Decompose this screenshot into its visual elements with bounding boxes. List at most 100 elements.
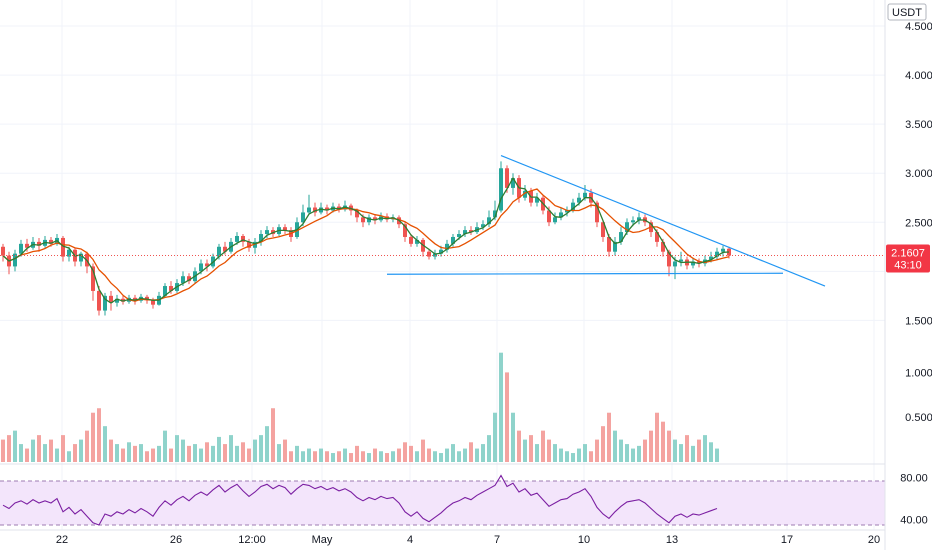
volume-bar [163,430,167,462]
candle-body [691,261,695,266]
volume-bar [505,372,509,462]
candle-body [367,217,371,223]
volume-bar [649,430,653,462]
volume-bar [253,439,257,462]
volume-bar [349,453,353,462]
candle-body [283,227,287,231]
volume-bar [529,435,533,462]
time-axis[interactable]: 22 26 12:00 May 4 7 10 13 17 20 [56,534,880,546]
price-tick-label: 4.5000 [905,21,932,33]
volume-bar [1,439,5,462]
candle-body [601,222,605,237]
price-badge-value: 2.1607 [891,248,925,260]
time-tick-label: May [312,534,333,546]
rsi-level-lines [0,480,885,526]
volume-bar [295,445,299,462]
volume-bar [571,453,575,462]
volume-bar [259,435,263,462]
time-tick-label: 22 [56,534,68,546]
candle-body [25,243,29,248]
time-tick-label: 26 [170,534,182,546]
candle-body [553,217,557,223]
volume-bar [439,453,443,462]
volume-bar [31,439,35,462]
volume-bar [103,426,107,462]
volume-bar [217,436,221,462]
volume-bar [421,439,425,462]
currency-text: USDT [892,7,922,19]
candle-body [565,210,569,213]
descending-trendline[interactable] [500,154,826,287]
candle-body [187,276,191,282]
candle-body [655,232,659,242]
volume-bar [109,439,113,462]
candle-body [583,192,587,198]
candle-body [709,256,713,260]
rsi-band [0,481,885,525]
candle-body [205,263,209,267]
volume-bar [397,448,401,462]
candle-body [721,248,725,252]
volume-bar [157,445,161,462]
volume-bar [715,448,719,462]
volume-bar [679,444,683,462]
volume-bar [229,435,233,462]
volume-bar [79,439,83,462]
volume-bar [37,435,41,462]
candle-body [451,236,455,244]
volume-bar [319,448,323,462]
candle-body [403,224,407,237]
ma-slow-line [2,188,730,302]
volume-bar [223,444,227,462]
candle-body [487,217,491,225]
candle-body [1,246,5,256]
volume-bar [553,444,557,462]
candle-body [133,297,137,301]
support-trendline[interactable] [386,272,784,275]
volume-bar [613,430,617,462]
candle-body [445,243,449,250]
volume-bar [523,439,527,462]
candle-body [61,237,65,257]
volume-bar [301,451,305,462]
volume-bar [433,451,437,462]
volume-bar [643,439,647,462]
candle-body [505,168,509,188]
volume-bar [193,444,197,462]
volume-bar [535,444,539,462]
volume-bar [49,439,53,462]
candle-body [619,232,623,242]
volume-bar [427,448,431,462]
candle-body [49,239,53,244]
volume-bar [481,444,485,462]
volume-bar [43,444,47,462]
volume-bar [607,412,611,462]
volume-bar [391,451,395,462]
volume-bar [511,412,515,462]
volume-bar [661,421,665,462]
volume-bar [85,430,89,462]
volume-bar [343,448,347,462]
volume-bar [91,412,95,462]
volume-bar [127,442,131,462]
grid [0,0,885,530]
volume-bar [541,430,545,462]
candle-body [235,235,239,242]
volume-bar [205,442,209,462]
volume-bar [55,448,59,462]
volume-bar [13,430,17,462]
volume-bar [709,442,713,462]
volume-bar [475,448,479,462]
candle-body [577,197,581,203]
candle-body [13,253,17,267]
candle-body [121,298,125,302]
candle-body [499,168,503,211]
candle-body [673,261,677,267]
volume-bar [181,439,185,462]
volume-bar [283,439,287,462]
